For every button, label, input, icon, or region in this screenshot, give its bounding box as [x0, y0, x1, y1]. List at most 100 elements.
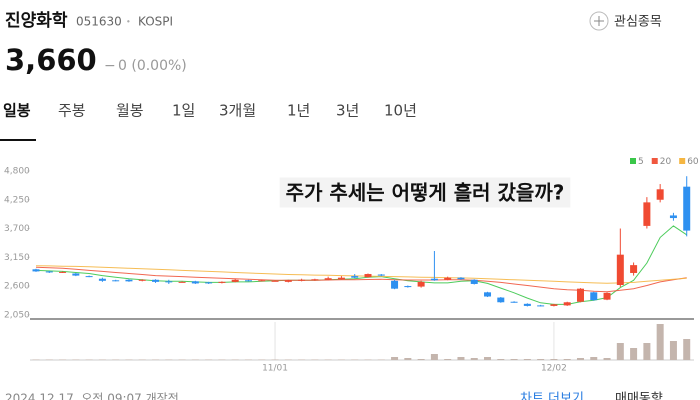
y-tick-label: 4,800 — [4, 166, 30, 176]
market: KOSPI — [138, 15, 173, 29]
candle-body — [377, 274, 385, 276]
candle-body — [364, 274, 372, 278]
tab[interactable]: 1년 — [287, 102, 310, 120]
stock-name: 진양화학 — [5, 11, 68, 31]
volume-bar — [231, 359, 239, 360]
candle-body — [85, 276, 93, 278]
candle-body — [404, 286, 412, 288]
volume-bar — [523, 359, 531, 360]
plot: 2,050 2,600 3,150 3,700 4,250 4,800 11/01 12/02… — [4, 157, 699, 374]
volume-bar — [470, 358, 478, 360]
more-link[interactable]: 차트 더보기 — [520, 392, 584, 400]
y-tick-label: 4,250 — [4, 195, 30, 205]
candle-body — [550, 304, 558, 306]
volume-bar — [165, 359, 173, 360]
change: 0 (0.00%) — [118, 58, 187, 74]
volume-bar — [444, 359, 452, 360]
volume-bar — [616, 343, 624, 360]
timestamp: 2024.12.17. 오전 09:07 개장전 — [5, 392, 179, 400]
y-tick-label: 3,700 — [4, 224, 30, 234]
watch-label[interactable]: 관심종목 — [614, 15, 662, 30]
candle-body — [537, 305, 545, 307]
tabs: 일봉 주봉 월봉 1일 3개월 1년 3년 10년 — [3, 102, 417, 120]
candle-body — [470, 279, 478, 284]
x-tick-label: 12/02 — [541, 364, 567, 374]
candle-body — [218, 281, 226, 283]
candle-body — [231, 279, 239, 282]
candle-body — [590, 292, 598, 301]
candle-body — [59, 271, 67, 273]
volume-bar — [152, 359, 160, 360]
volume-bar — [430, 354, 438, 360]
candle-body — [138, 279, 146, 281]
candle-body — [683, 186, 691, 231]
volume-bar — [258, 359, 266, 360]
y-tick-label: 3,150 — [4, 253, 30, 263]
volume-bar — [377, 359, 385, 360]
volume-bar — [98, 359, 106, 360]
watch-button[interactable]: 관심종목 — [589, 11, 662, 31]
candle-body — [112, 280, 120, 282]
plus-icon-mark — [594, 16, 604, 26]
tab[interactable]: 일봉 — [3, 102, 31, 120]
volume-bar — [563, 359, 571, 360]
volume-bar — [457, 357, 465, 360]
candle-body — [72, 273, 80, 276]
ma-line — [35, 225, 687, 305]
candle-body — [32, 269, 40, 272]
chart-title: 주가 추세는 어떻게 흘러 갔을까? — [286, 181, 565, 205]
tab[interactable]: 10년 — [384, 102, 417, 120]
volume-bar — [391, 357, 399, 360]
candle-body — [205, 282, 213, 284]
volume-bar — [298, 359, 306, 360]
volume-bar — [112, 359, 120, 360]
volume-bar — [404, 358, 412, 360]
volume-bar — [510, 359, 518, 360]
volume-bar — [603, 358, 611, 360]
legend-label: 5 — [638, 157, 644, 167]
volume-bar — [32, 359, 40, 360]
candle-body — [444, 277, 452, 280]
trend-link[interactable]: 매매동향 — [615, 392, 663, 400]
title-background — [279, 177, 571, 208]
candle-body — [178, 281, 186, 283]
legend-label: 20 — [660, 157, 672, 167]
volume-bar — [364, 359, 372, 360]
volume-bar — [218, 359, 226, 360]
legend-swatch — [679, 158, 686, 164]
candle-body — [311, 279, 319, 281]
candle-body — [98, 278, 106, 281]
volume-bar — [683, 339, 691, 360]
candle-body — [656, 189, 664, 200]
volume-bar — [72, 359, 80, 360]
tab[interactable]: 월봉 — [116, 102, 144, 120]
volume-bar — [45, 359, 53, 360]
tab[interactable]: 3개월 — [219, 102, 256, 120]
volume-bar — [85, 359, 93, 360]
tab[interactable]: 3년 — [336, 102, 359, 120]
y-tick-label: 2,600 — [4, 282, 30, 292]
volume-bar — [630, 348, 638, 360]
volume-bar — [576, 358, 584, 360]
candle-body — [271, 280, 279, 282]
volume-bar — [205, 359, 213, 360]
tab[interactable]: 1일 — [172, 102, 195, 120]
candle-body — [298, 279, 306, 281]
candle-body — [417, 281, 425, 287]
volume-bar — [324, 359, 332, 360]
plus-icon — [589, 11, 609, 31]
candle-body — [669, 215, 677, 219]
tab[interactable]: 주봉 — [58, 102, 86, 120]
price: 3,660 — [5, 43, 97, 77]
candle-body — [616, 254, 624, 286]
candle-body — [244, 280, 252, 282]
candle-body — [165, 281, 173, 283]
volume-bar — [590, 357, 598, 360]
volume-bar — [59, 359, 67, 360]
candle-body — [191, 281, 199, 284]
legend-swatch — [651, 158, 658, 164]
volume-bar — [284, 359, 292, 360]
candle-body — [630, 265, 638, 273]
